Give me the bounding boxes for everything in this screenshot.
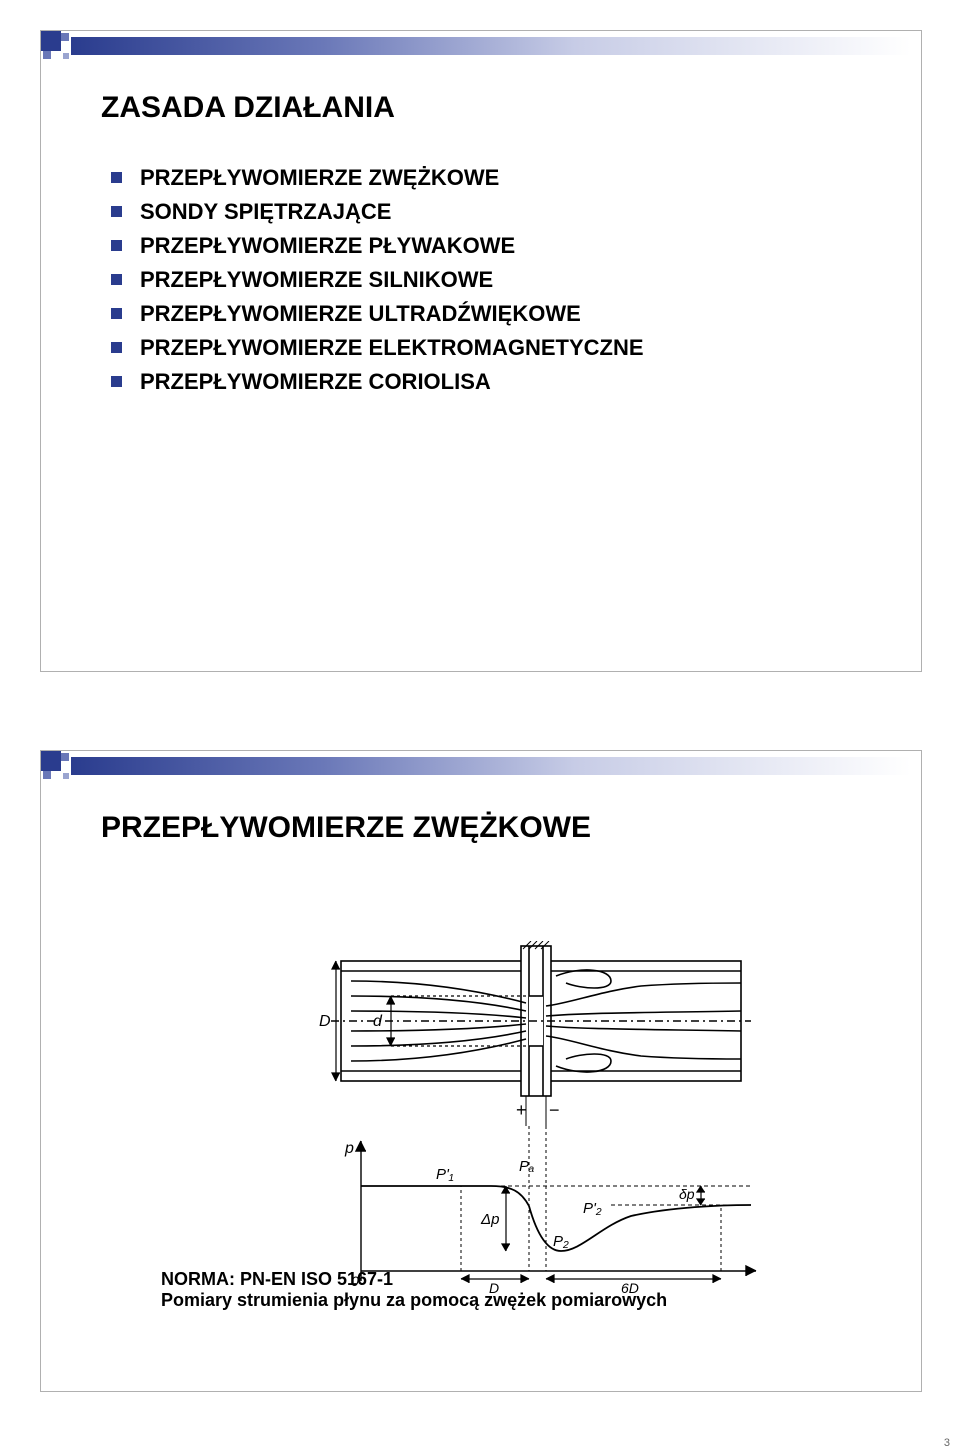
bullet-square-icon — [111, 240, 122, 251]
label-plus: + — [516, 1100, 527, 1120]
bullet-item: PRZEPŁYWOMIERZE CORIOLISA — [111, 369, 881, 395]
slide-1-title: ZASADA DZIAŁANIA — [101, 91, 881, 125]
label-Pa: Pₐ — [519, 1158, 534, 1175]
bullet-square-icon — [111, 206, 122, 217]
slide-1: ZASADA DZIAŁANIA PRZEPŁYWOMIERZE ZWĘŻKOW… — [40, 30, 922, 672]
header-gradient-bar — [71, 37, 911, 55]
header-corner-decoration — [41, 31, 71, 61]
label-P1: P'₁ — [436, 1166, 454, 1183]
bullet-item: SONDY SPIĘTRZAJĄCE — [111, 199, 881, 225]
header-gradient-bar — [71, 757, 911, 775]
bullet-item: PRZEPŁYWOMIERZE ZWĘŻKOWE — [111, 165, 881, 191]
bullet-item: PRZEPŁYWOMIERZE SILNIKOWE — [111, 267, 881, 293]
slide-2-caption: NORMA: PN-EN ISO 5167-1 Pomiary strumien… — [161, 1269, 821, 1311]
page: ZASADA DZIAŁANIA PRZEPŁYWOMIERZE ZWĘŻKOW… — [0, 0, 960, 1455]
label-d: d — [373, 1013, 383, 1030]
bullet-text: PRZEPŁYWOMIERZE ELEKTROMAGNETYCZNE — [140, 335, 644, 361]
bullet-square-icon — [111, 172, 122, 183]
slide-2-content: PRZEPŁYWOMIERZE ZWĘŻKOWE — [101, 811, 881, 1351]
label-dps: δp — [679, 1186, 695, 1202]
caption-line-1: NORMA: PN-EN ISO 5167-1 — [161, 1269, 821, 1290]
bullet-square-icon — [111, 274, 122, 285]
bullet-item: PRZEPŁYWOMIERZE PŁYWAKOWE — [111, 233, 881, 259]
bullet-square-icon — [111, 342, 122, 353]
bullet-text: PRZEPŁYWOMIERZE PŁYWAKOWE — [140, 233, 515, 259]
label-dp: Δp — [480, 1211, 499, 1228]
bullet-item: PRZEPŁYWOMIERZE ELEKTROMAGNETYCZNE — [111, 335, 881, 361]
slide-1-content: ZASADA DZIAŁANIA PRZEPŁYWOMIERZE ZWĘŻKOW… — [101, 91, 881, 631]
label-D: D — [319, 1013, 331, 1030]
bullet-square-icon — [111, 376, 122, 387]
bullet-text: PRZEPŁYWOMIERZE SILNIKOWE — [140, 267, 493, 293]
slide-2: PRZEPŁYWOMIERZE ZWĘŻKOWE — [40, 750, 922, 1392]
bullet-text: PRZEPŁYWOMIERZE ZWĘŻKOWE — [140, 165, 499, 191]
page-number: 3 — [944, 1437, 950, 1449]
header-corner-decoration — [41, 751, 71, 781]
orifice-flowmeter-diagram: D d + − — [301, 941, 781, 1301]
slide-1-bullets: PRZEPŁYWOMIERZE ZWĘŻKOWE SONDY SPIĘTRZAJ… — [111, 165, 881, 395]
bullet-item: PRZEPŁYWOMIERZE ULTRADŹWIĘKOWE — [111, 301, 881, 327]
bullet-text: PRZEPŁYWOMIERZE CORIOLISA — [140, 369, 491, 395]
label-P2p: P'₂ — [583, 1200, 602, 1217]
label-P2: P₂ — [553, 1233, 569, 1250]
caption-line-2: Pomiary strumienia płynu za pomocą zwęże… — [161, 1290, 821, 1311]
label-p-axis: p — [344, 1140, 354, 1157]
bullet-text: PRZEPŁYWOMIERZE ULTRADŹWIĘKOWE — [140, 301, 581, 327]
label-minus: − — [549, 1100, 560, 1120]
bullet-square-icon — [111, 308, 122, 319]
bullet-text: SONDY SPIĘTRZAJĄCE — [140, 199, 391, 225]
slide-2-title: PRZEPŁYWOMIERZE ZWĘŻKOWE — [101, 811, 881, 845]
